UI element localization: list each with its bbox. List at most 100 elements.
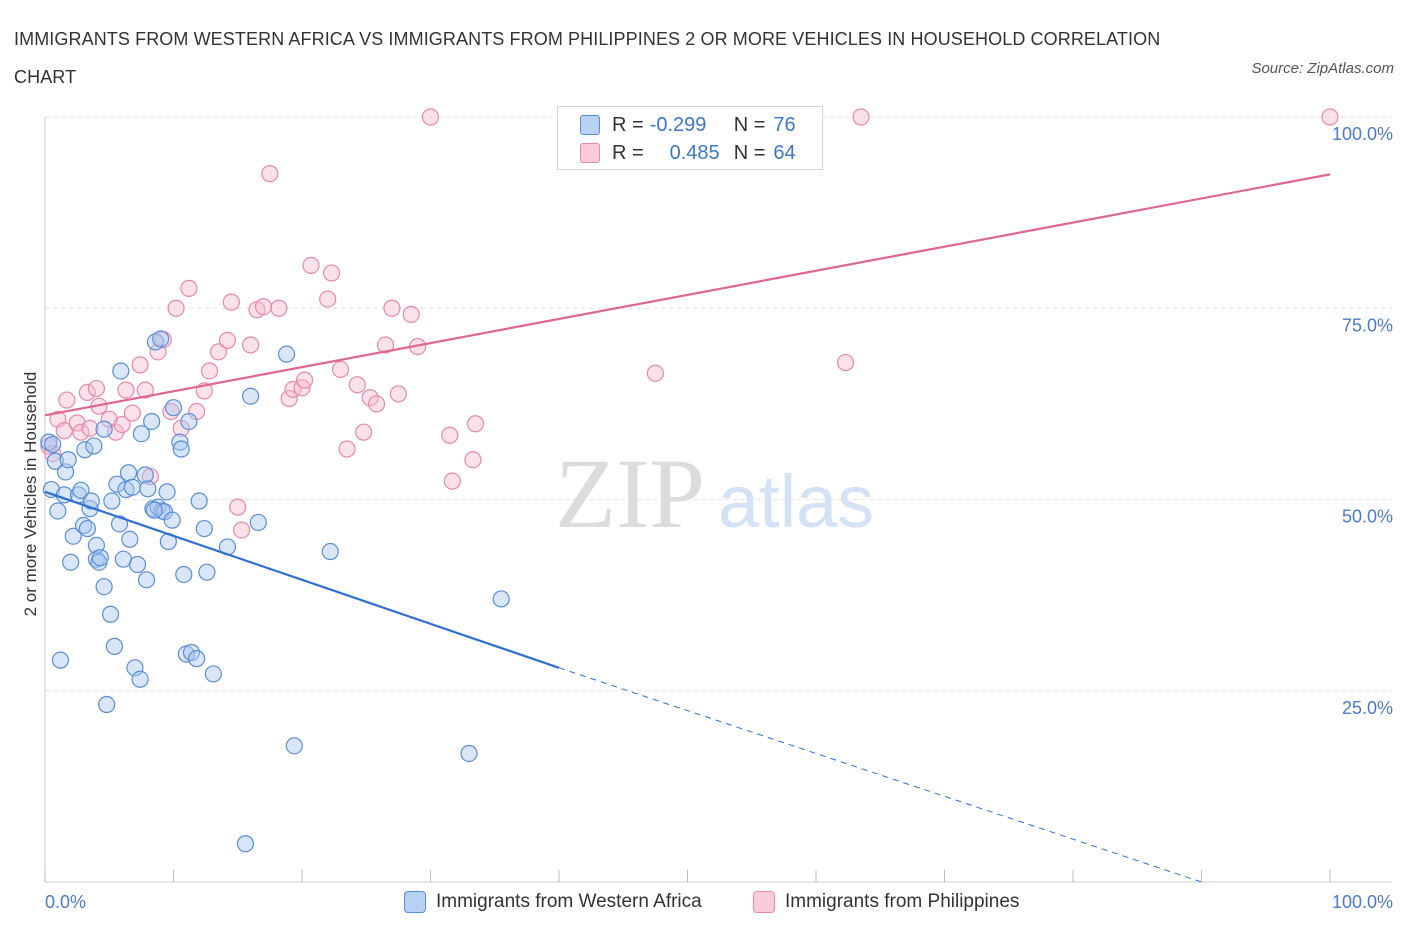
trend-lines <box>44 173 1331 883</box>
data-point-philippines <box>331 360 350 379</box>
data-point-philippines <box>402 305 420 323</box>
legend-swatch-blue <box>580 115 600 135</box>
data-point-western-africa <box>321 542 339 561</box>
data-point-western-africa <box>121 530 139 548</box>
data-point-western-africa <box>164 399 183 417</box>
y-tick-label: 75.0% <box>1342 315 1393 335</box>
data-point-philippines <box>117 381 135 399</box>
data-point-western-africa <box>236 835 255 853</box>
data-point-western-africa <box>85 437 103 455</box>
legend-r-value: -0.299 <box>649 113 707 136</box>
bottom-legend-swatch-pink <box>753 891 775 913</box>
data-point-western-africa <box>59 451 77 469</box>
legend-row-philippines: R = 0.485 N = 64 <box>580 139 796 167</box>
data-point-western-africa <box>110 515 129 533</box>
data-point-western-africa <box>112 362 130 380</box>
data-point-western-africa <box>44 435 62 454</box>
data-point-western-africa <box>277 345 296 363</box>
legend-r-value: 0.485 <box>669 141 720 164</box>
data-point-philippines <box>261 165 279 183</box>
x-tick-label: 100.0% <box>1332 892 1393 912</box>
data-point-philippines <box>361 389 379 407</box>
data-point-philippines <box>72 423 90 441</box>
data-point-philippines <box>421 108 440 126</box>
data-point-philippines <box>441 426 459 444</box>
data-point-philippines <box>348 376 366 394</box>
data-point-western-africa <box>76 441 94 459</box>
data-point-philippines <box>81 419 99 437</box>
data-point-philippines <box>68 414 86 432</box>
data-point-western-africa <box>285 737 303 755</box>
data-point-philippines <box>113 415 131 434</box>
data-point-western-africa <box>139 480 157 498</box>
data-point-western-africa <box>136 466 154 484</box>
tick-labels: 25.0% 50.0% 75.0% 100.0% 0.0% 100.0% <box>45 124 1393 912</box>
data-point-western-africa <box>137 571 156 589</box>
data-point-western-africa <box>132 425 150 443</box>
data-point-western-africa <box>163 511 181 529</box>
data-point-western-africa <box>119 464 138 482</box>
data-point-philippines <box>131 356 149 374</box>
data-point-western-africa <box>46 452 64 470</box>
data-point-philippines <box>222 293 240 311</box>
data-point-western-africa <box>172 440 190 458</box>
data-point-western-africa <box>49 502 67 520</box>
data-point-western-africa <box>95 420 113 438</box>
stats-legend: R = -0.299 N = 76 R = 0.485 N = 64 <box>557 106 823 170</box>
data-point-western-africa <box>145 501 163 519</box>
data-point-western-africa <box>123 478 141 496</box>
data-point-western-africa <box>131 670 149 688</box>
data-point-philippines <box>443 472 461 490</box>
data-point-philippines <box>376 336 395 354</box>
trend-line-western-africa <box>44 490 560 669</box>
data-point-western-africa <box>158 483 176 501</box>
data-point-western-africa <box>143 412 161 431</box>
series-philippines-points <box>40 108 1339 539</box>
trend-line-western-africa-extension <box>558 667 1202 883</box>
data-point-philippines <box>136 381 154 399</box>
bottom-legend-western-africa: Immigrants from Western Africa <box>404 889 702 915</box>
data-point-western-africa <box>62 553 80 571</box>
data-point-philippines <box>302 256 320 275</box>
legend-n-value: 76 <box>773 113 796 136</box>
y-tick-label: 50.0% <box>1342 507 1393 527</box>
chart-title: IMMIGRANTS FROM WESTERN AFRICA VS IMMIGR… <box>14 29 1161 87</box>
data-point-western-africa <box>105 637 123 655</box>
data-point-philippines <box>167 299 185 317</box>
data-point-philippines <box>322 264 341 282</box>
data-point-philippines <box>58 391 76 409</box>
data-point-western-africa <box>171 433 189 451</box>
data-point-philippines <box>1321 108 1339 126</box>
y-tick-label: 100.0% <box>1332 124 1393 144</box>
data-point-western-africa <box>91 549 109 567</box>
y-axis-label: 2 or more Vehicles in Household <box>21 372 40 617</box>
bottom-legend-label: Immigrants from Western Africa <box>436 891 702 912</box>
data-point-western-africa <box>180 412 198 431</box>
data-point-western-africa <box>128 555 147 574</box>
data-point-philippines <box>389 385 407 403</box>
bottom-legend-swatch-blue <box>404 891 426 913</box>
data-point-philippines <box>270 299 288 317</box>
data-point-philippines <box>229 498 247 516</box>
series-western-africa-points <box>40 330 510 853</box>
legend-swatch-pink <box>580 143 600 163</box>
axes <box>44 117 1392 883</box>
data-point-western-africa <box>152 330 170 348</box>
data-point-philippines <box>466 415 485 433</box>
legend-n-value: 64 <box>773 141 796 164</box>
watermark-zip: ZIP <box>555 438 705 549</box>
data-point-philippines <box>55 422 73 440</box>
data-point-philippines <box>280 389 298 408</box>
bottom-legend-philippines: Immigrants from Philippines <box>753 889 1019 915</box>
data-point-western-africa <box>95 578 113 596</box>
data-point-philippines <box>383 299 401 317</box>
data-point-philippines <box>852 108 870 126</box>
data-point-western-africa <box>78 519 97 538</box>
data-point-western-africa <box>64 527 82 545</box>
legend-n-label: N = <box>733 141 766 164</box>
data-point-western-africa <box>146 333 165 351</box>
legend-n-label: N = <box>733 113 766 136</box>
data-point-philippines <box>319 290 337 308</box>
data-point-western-africa <box>101 605 120 623</box>
data-point-western-africa <box>249 513 267 532</box>
